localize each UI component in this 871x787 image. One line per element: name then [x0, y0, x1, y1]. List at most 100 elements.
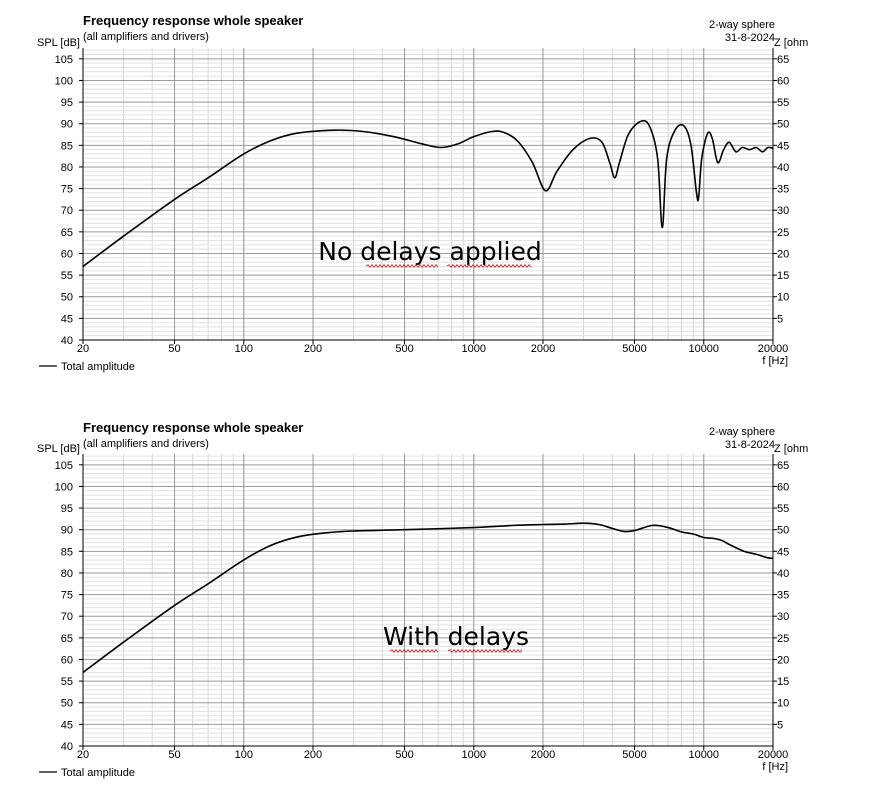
- chart-subtitle: (all amplifiers and drivers): [83, 31, 209, 43]
- chart-title: Frequency response whole speaker: [83, 420, 303, 435]
- y2-tick-label: 50: [777, 525, 789, 537]
- y-tick-label: 50: [61, 292, 73, 304]
- y2-tick-label: 20: [777, 248, 789, 260]
- y2-tick-label: 45: [777, 546, 789, 558]
- y-tick-label: 45: [61, 313, 73, 325]
- y-tick-label: 60: [61, 248, 73, 260]
- series-line-total-amplitude: [82, 119, 774, 268]
- x-axis-label: f [Hz]: [762, 355, 788, 367]
- y-tick-label: 80: [61, 568, 73, 580]
- x-tick-label: 200: [304, 749, 322, 761]
- x-tick-label: 5000: [622, 749, 646, 761]
- x-tick-label: 2000: [531, 749, 555, 761]
- y-tick-label: 45: [61, 719, 73, 731]
- spellcheck-underline: [389, 649, 439, 653]
- y2-tick-label: 40: [777, 162, 789, 174]
- y-tick-label: 75: [61, 184, 73, 196]
- spellcheck-underline: [365, 264, 439, 268]
- spellcheck-underline: [447, 649, 523, 653]
- y2-tick-label: 5: [777, 719, 783, 731]
- y2-tick-label: 50: [777, 119, 789, 131]
- project-date: 31-8-2024: [725, 439, 775, 451]
- y-tick-label: 40: [61, 741, 73, 753]
- x-tick-label: 100: [235, 749, 253, 761]
- y-tick-label: 105: [55, 54, 73, 66]
- annotation-text: With delays: [383, 622, 529, 651]
- y2-tick-label: 5: [777, 313, 783, 325]
- y2-tick-label: 10: [777, 698, 789, 710]
- y-tick-label: 95: [61, 503, 73, 515]
- chart-subtitle: (all amplifiers and drivers): [83, 438, 209, 450]
- x-tick-label: 500: [395, 749, 413, 761]
- y-tick-label: 50: [61, 698, 73, 710]
- y2-tick-label: 55: [777, 97, 789, 109]
- y2-tick-label: 25: [777, 633, 789, 645]
- y-tick-label: 70: [61, 611, 73, 623]
- y2-tick-label: 15: [777, 676, 789, 688]
- y2-tick-label: 20: [777, 654, 789, 666]
- x-tick-label: 50: [168, 749, 180, 761]
- chart-2: Frequency response whole speaker (all amp…: [37, 420, 808, 779]
- y2-tick-label: 35: [777, 590, 789, 602]
- x-tick-label: 100: [235, 343, 253, 355]
- y2-tick-label: 55: [777, 503, 789, 515]
- y-tick-label: 90: [61, 119, 73, 131]
- y2-tick-label: 30: [777, 205, 789, 217]
- x-tick-label: 1000: [462, 343, 486, 355]
- grid: [82, 454, 774, 747]
- y-tick-label: 85: [61, 140, 73, 152]
- y-tick-label: 100: [55, 481, 73, 493]
- y-tick-label: 55: [61, 270, 73, 282]
- x-tick-label: 500: [395, 343, 413, 355]
- series-line-total-amplitude: [82, 522, 774, 674]
- project-name: 2-way sphere: [709, 426, 775, 438]
- y-tick-label: 95: [61, 97, 73, 109]
- x-tick-label: 1000: [462, 749, 486, 761]
- x-tick-label: 20: [77, 343, 89, 355]
- y2-tick-label: 35: [777, 184, 789, 196]
- y-tick-label: 90: [61, 525, 73, 537]
- spellcheck-underline: [446, 264, 532, 268]
- y2-tick-label: 65: [777, 54, 789, 66]
- y-axis-label: SPL [dB]: [37, 37, 80, 49]
- y2-axis-label: Z [ohm: [774, 443, 808, 455]
- y2-tick-label: 15: [777, 270, 789, 282]
- y-tick-label: 55: [61, 676, 73, 688]
- x-tick-label: 10000: [688, 343, 719, 355]
- x-tick-label: 50: [168, 343, 180, 355]
- y-tick-label: 40: [61, 335, 73, 347]
- y-tick-label: 105: [55, 460, 73, 472]
- legend-label: Total amplitude: [61, 361, 135, 373]
- y-tick-label: 75: [61, 590, 73, 602]
- y2-axis-label: Z [ohm: [774, 37, 808, 49]
- grid: [82, 48, 774, 341]
- x-tick-label: 5000: [622, 343, 646, 355]
- x-tick-label: 20: [77, 749, 89, 761]
- legend-label: Total amplitude: [61, 767, 135, 779]
- y2-tick-label: 10: [777, 292, 789, 304]
- chart-title: Frequency response whole speaker: [83, 13, 303, 28]
- y-tick-label: 60: [61, 654, 73, 666]
- y-tick-label: 85: [61, 546, 73, 558]
- project-name: 2-way sphere: [709, 19, 775, 31]
- x-tick-label: 10000: [688, 749, 719, 761]
- y2-tick-label: 40: [777, 568, 789, 580]
- y-tick-label: 65: [61, 633, 73, 645]
- y2-tick-label: 60: [777, 75, 789, 87]
- y-tick-label: 70: [61, 205, 73, 217]
- y-axis-label: SPL [dB]: [37, 443, 80, 455]
- x-tick-label: 200: [304, 343, 322, 355]
- y2-tick-label: 45: [777, 140, 789, 152]
- y2-tick-label: 30: [777, 611, 789, 623]
- x-tick-label: 20000: [758, 749, 789, 761]
- y-tick-label: 100: [55, 75, 73, 87]
- chart-1: Frequency response whole speaker (all amp…: [37, 13, 808, 373]
- x-tick-label: 20000: [758, 343, 789, 355]
- y-tick-label: 80: [61, 162, 73, 174]
- annotation-text: No delays applied: [318, 237, 541, 266]
- x-axis-label: f [Hz]: [762, 761, 788, 773]
- y2-tick-label: 65: [777, 460, 789, 472]
- x-tick-label: 2000: [531, 343, 555, 355]
- project-date: 31-8-2024: [725, 32, 775, 44]
